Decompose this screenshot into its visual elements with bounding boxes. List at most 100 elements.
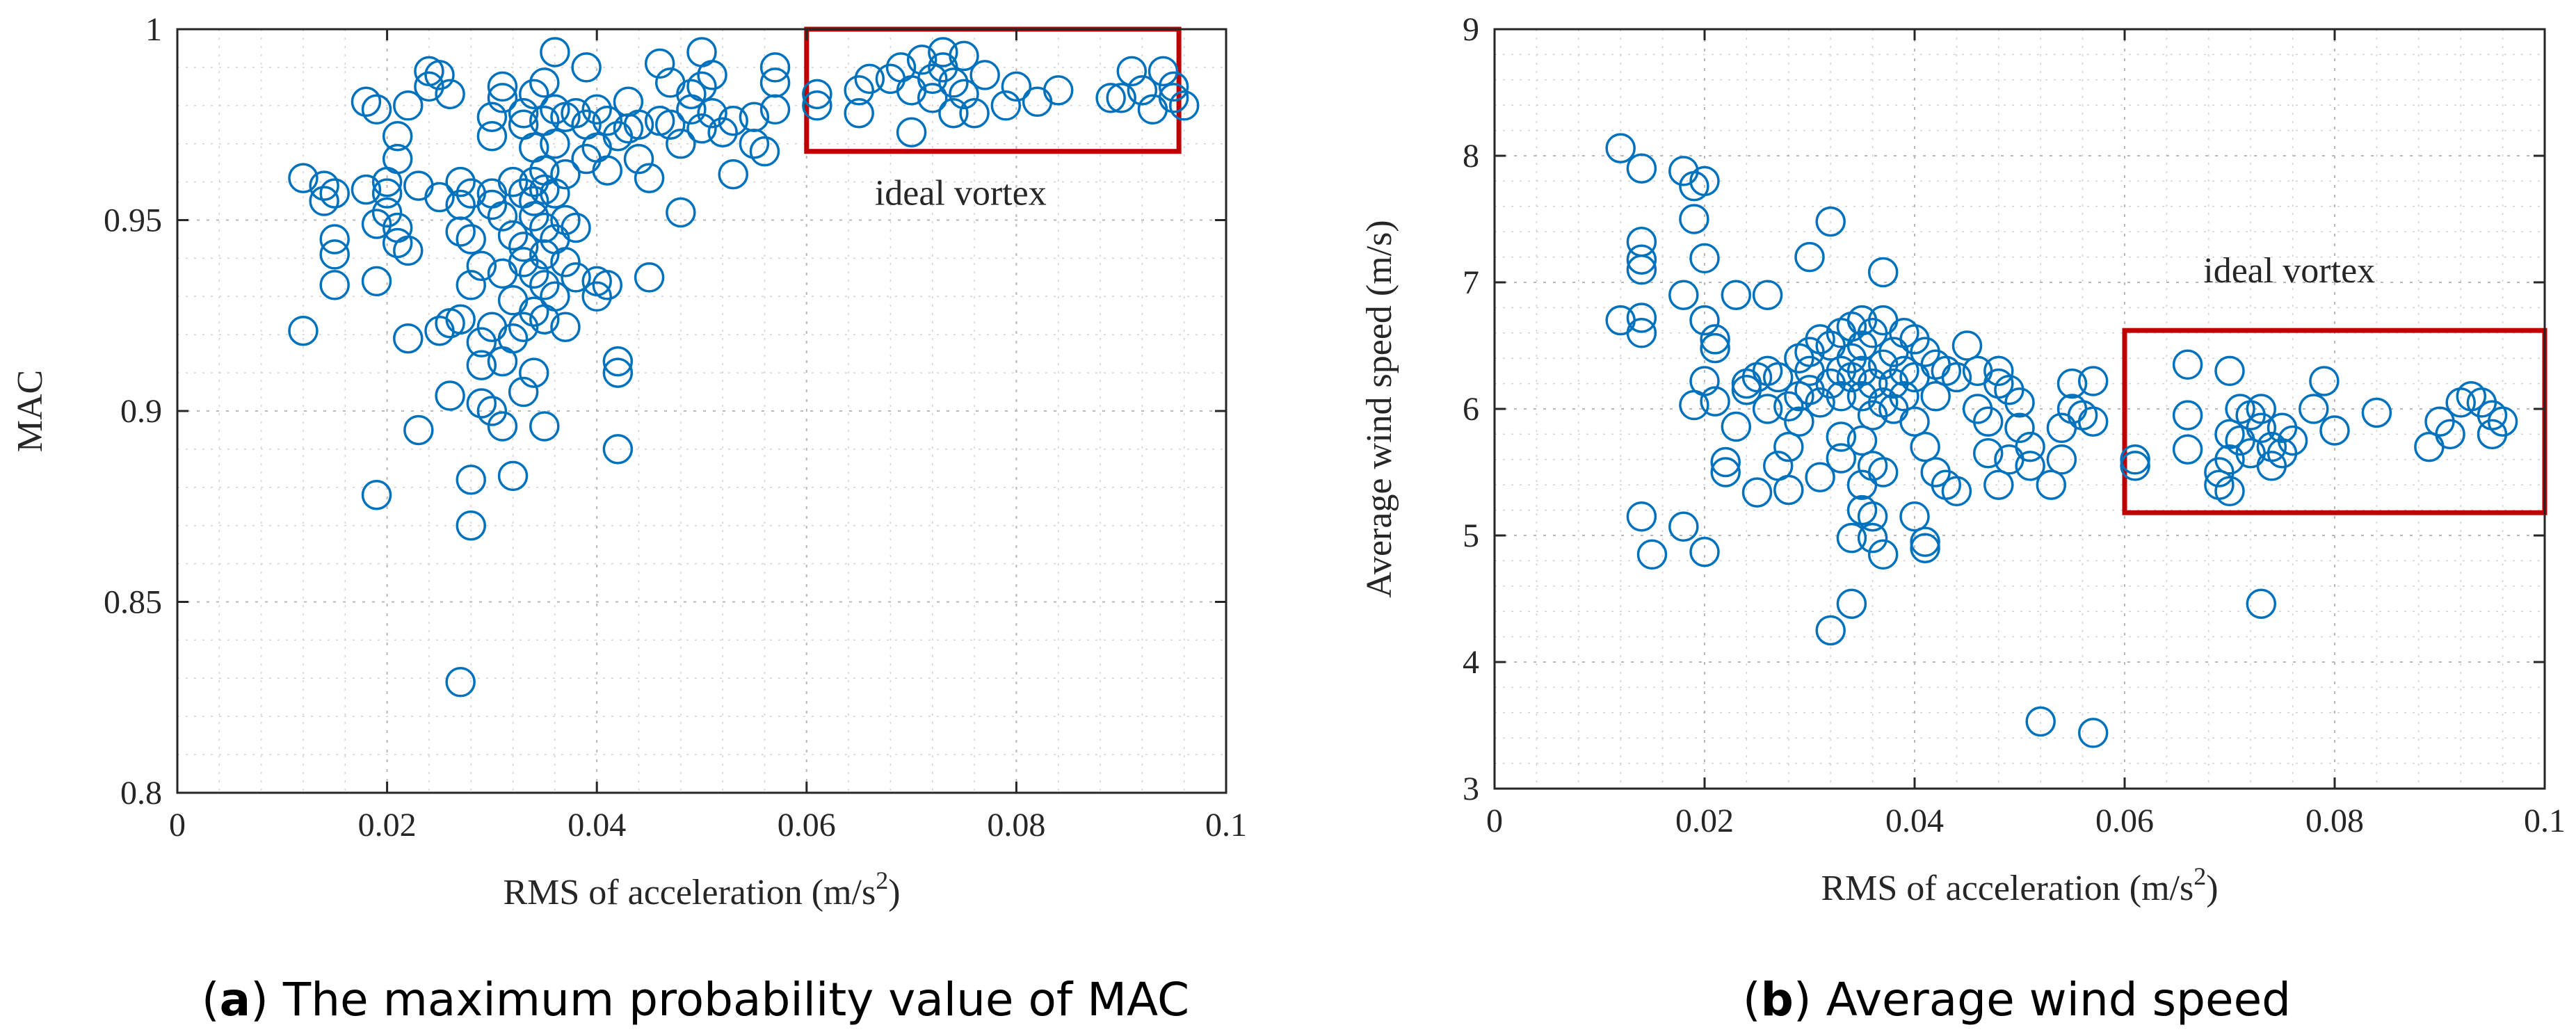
scatter-point xyxy=(1689,166,1720,197)
scatter-point xyxy=(1836,588,1867,620)
scatter-point xyxy=(487,83,518,113)
scatter-point xyxy=(749,136,780,167)
scatter-point xyxy=(1626,227,1657,257)
scatter-point xyxy=(917,63,948,95)
scatter-point xyxy=(2214,476,2245,507)
scatter-point xyxy=(508,232,539,262)
scatter-point xyxy=(1983,469,2014,500)
scatter-point xyxy=(1805,387,1835,418)
scatter-point xyxy=(2077,718,2109,748)
scatter-point xyxy=(1899,324,1930,355)
scatter-point xyxy=(1867,457,1899,487)
scatter-point xyxy=(634,163,665,193)
y-tick-label: 1 xyxy=(145,11,162,48)
scatter-point xyxy=(1867,539,1899,570)
scatter-point xyxy=(518,201,549,232)
x-tick-label: 0.02 xyxy=(358,807,417,844)
scatter-point xyxy=(2120,451,2150,481)
y-tick-label: 7 xyxy=(1463,264,1479,301)
scatter-point xyxy=(1689,305,1720,336)
panel-b-tick-marks xyxy=(1493,28,2546,790)
scatter-point xyxy=(550,312,581,342)
y-tick-label: 3 xyxy=(1463,771,1479,807)
panel-a-mac: 0 0.02 0.04 0.06 0.08 0.1 0.8 0.85 0.9 0.95 1 ide… xyxy=(10,11,1247,1026)
panel-a-y-axis-label: MAC xyxy=(10,370,50,452)
scatter-point xyxy=(487,201,518,232)
scatter-point xyxy=(1148,56,1179,87)
scatter-point xyxy=(1910,526,1940,557)
scatter-point xyxy=(1941,476,1972,507)
scatter-point xyxy=(550,247,581,277)
panel-b-x-axis-label: RMS of acceleration (m/s2) xyxy=(1821,862,2218,908)
scatter-point xyxy=(382,227,413,259)
scatter-point xyxy=(403,170,434,201)
scatter-point xyxy=(466,388,497,419)
scatter-point xyxy=(2246,588,2277,620)
scatter-point xyxy=(1784,406,1814,437)
scatter-point xyxy=(1972,437,2004,469)
x-tick-label: 0.1 xyxy=(2524,803,2566,839)
scatter-point xyxy=(644,48,675,79)
scatter-point xyxy=(844,98,874,129)
scatter-point xyxy=(1626,501,1657,532)
scatter-point xyxy=(371,197,403,228)
scatter-point xyxy=(854,63,885,95)
scatter-point xyxy=(686,71,717,102)
scatter-point xyxy=(445,189,476,220)
panel-b-caption-letter: b xyxy=(1761,973,1794,1026)
scatter-point xyxy=(518,186,549,216)
scatter-point xyxy=(319,270,350,300)
scatter-point xyxy=(309,170,339,201)
panel-a-scatter-points xyxy=(288,37,1200,698)
scatter-point xyxy=(802,90,832,121)
scatter-point xyxy=(1001,71,1032,102)
scatter-point xyxy=(739,128,770,159)
scatter-point xyxy=(2025,706,2056,737)
scatter-point xyxy=(1941,362,1972,393)
scatter-point xyxy=(518,296,549,328)
scatter-point xyxy=(1700,332,1730,364)
scatter-point xyxy=(1710,446,1741,478)
scatter-point xyxy=(949,40,979,72)
panel-a-x-label-end: ) xyxy=(888,873,900,912)
scatter-point xyxy=(1668,156,1699,186)
scatter-point xyxy=(581,281,612,312)
scatter-point xyxy=(1826,443,1857,474)
scatter-point xyxy=(1899,406,1930,437)
scatter-point xyxy=(2246,394,2277,424)
scatter-point xyxy=(1762,362,1794,393)
scatter-point xyxy=(351,86,382,118)
scatter-point xyxy=(361,94,392,125)
x-tick-label: 0.08 xyxy=(987,807,1045,844)
y-tick-label: 6 xyxy=(1463,391,1479,428)
panel-a-x-tick-labels: 0 0.02 0.04 0.06 0.08 0.1 xyxy=(169,807,1247,844)
scatter-point xyxy=(476,189,508,220)
scatter-point xyxy=(2004,387,2035,418)
scatter-point xyxy=(1626,244,1657,275)
panel-a-x-label-sup: 2 xyxy=(876,866,888,894)
scatter-point xyxy=(686,113,717,144)
scatter-point xyxy=(403,414,434,446)
scatter-point xyxy=(445,166,476,197)
scatter-point xyxy=(1951,330,1983,361)
scatter-point xyxy=(2172,400,2203,430)
scatter-point xyxy=(1857,501,1888,532)
scatter-point xyxy=(1857,522,1888,554)
scatter-point xyxy=(1805,462,1835,493)
panel-a-caption: (a) The maximum probability value of MAC xyxy=(202,973,1189,1026)
scatter-point xyxy=(2435,419,2465,450)
scatter-point xyxy=(2214,444,2245,475)
scatter-point xyxy=(655,109,686,140)
scatter-point xyxy=(1095,83,1126,113)
scatter-point xyxy=(1857,368,1888,399)
scatter-point xyxy=(529,270,560,300)
scatter-point xyxy=(1106,83,1136,113)
scatter-point xyxy=(518,258,549,289)
x-tick-label: 0.08 xyxy=(2305,803,2364,839)
scatter-point xyxy=(561,262,591,293)
scatter-point xyxy=(1836,522,1867,554)
scatter-point xyxy=(476,120,508,152)
scatter-point xyxy=(1815,615,1846,646)
scatter-point xyxy=(844,75,874,106)
scatter-point xyxy=(540,178,570,209)
